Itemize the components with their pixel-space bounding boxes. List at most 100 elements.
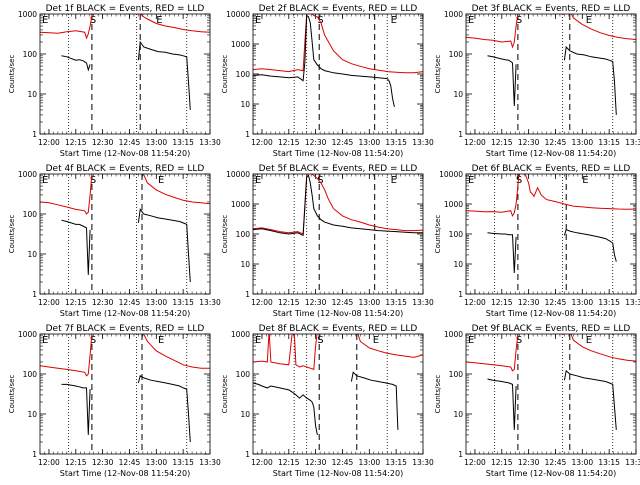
x-tick-label: 12:00 [251, 458, 273, 467]
marker-label-e-left: E [255, 335, 261, 346]
plot-frame [39, 333, 211, 455]
x-tick-label: 12:30 [92, 138, 114, 147]
panel-title: Det 7f BLACK = Events, RED = LLD [46, 324, 205, 334]
panel-title: Det 5f BLACK = Events, RED = LLD [259, 164, 418, 174]
y-tick-label: 1000 [444, 330, 463, 339]
panel-title: Det 4f BLACK = Events, RED = LLD [46, 164, 205, 174]
marker-label-s: S [317, 15, 323, 26]
y-tick-label: 1000 [231, 200, 250, 209]
marker-label-e-left: E [468, 15, 474, 26]
y-tick-label: 10 [453, 90, 463, 99]
y-tick-label: 100 [23, 210, 38, 219]
marker-label-s: S [516, 175, 522, 186]
y-tick-label: 1000 [18, 330, 37, 339]
marker-label-e-left: E [468, 335, 474, 346]
x-tick-label: 12:45 [332, 138, 354, 147]
panel-title: Det 1f BLACK = Events, RED = LLD [46, 4, 205, 14]
y-tick-label: 1 [32, 130, 37, 139]
y-tick-label: 1 [458, 290, 463, 299]
detector-panel-7: Det 7f BLACK = Events, RED = LLD Counts/s… [8, 324, 221, 478]
x-tick-label: 13:15 [598, 458, 620, 467]
x-tick-label: 13:15 [385, 458, 407, 467]
x-tick-label: 13:00 [359, 458, 381, 467]
marker-label-s: S [516, 15, 522, 26]
detector-panel-3: Det 3f BLACK = Events, RED = LLD Counts/s… [434, 4, 640, 158]
marker-label-e-left: E [255, 15, 261, 26]
x-tick-label: 12:15 [491, 138, 513, 147]
y-axis-label: Counts/sec [221, 55, 229, 94]
marker-label-e-right: E [158, 175, 164, 186]
panel-title: Det 6f BLACK = Events, RED = LLD [472, 164, 631, 174]
x-tick-label: 12:00 [38, 298, 60, 307]
x-axis-label: Start Time (12-Nov-08 11:54:20) [273, 309, 403, 318]
x-tick-label: 13:00 [572, 458, 594, 467]
lld-series-line [466, 334, 636, 372]
events-series-line [61, 208, 191, 283]
detector-panel-5: Det 5f BLACK = Events, RED = LLD Counts/s… [221, 164, 434, 318]
plot-frame [465, 333, 637, 455]
x-tick-label: 12:30 [518, 458, 540, 467]
marker-label-e-right: E [373, 335, 379, 346]
marker-label-e-right: E [158, 335, 164, 346]
y-tick-label: 100 [236, 370, 251, 379]
x-tick-label: 12:30 [518, 138, 540, 147]
x-tick-label: 12:30 [305, 138, 327, 147]
y-axis-label: Counts/sec [221, 215, 229, 254]
panel-title: Det 2f BLACK = Events, RED = LLD [259, 4, 418, 14]
marker-label-e-right: E [582, 175, 588, 186]
x-axis-label: Start Time (12-Nov-08 11:54:20) [273, 149, 403, 158]
y-axis-label: Counts/sec [8, 375, 16, 414]
marker-label-e-right: E [156, 15, 162, 26]
x-tick-label: 13:00 [146, 138, 168, 147]
y-tick-label: 100 [23, 370, 38, 379]
events-series-line [61, 375, 191, 443]
x-tick-label: 12:45 [332, 298, 354, 307]
x-tick-label: 12:30 [305, 458, 327, 467]
x-tick-label: 13:00 [146, 298, 168, 307]
x-tick-label: 12:00 [464, 458, 486, 467]
lld-series-line [40, 14, 210, 40]
y-tick-label: 100 [449, 50, 464, 59]
lld-series-line [40, 334, 210, 377]
x-tick-label: 12:30 [305, 298, 327, 307]
y-tick-label: 1 [245, 290, 250, 299]
marker-label-s: S [317, 335, 323, 346]
x-tick-label: 12:15 [278, 138, 300, 147]
x-axis-label: Start Time (12-Nov-08 11:54:20) [60, 469, 190, 478]
y-tick-label: 10000 [226, 10, 250, 19]
y-axis-label: Counts/sec [221, 375, 229, 414]
events-series-line [253, 174, 423, 237]
detector-panel-9: Det 9f BLACK = Events, RED = LLD Counts/s… [434, 324, 640, 478]
y-tick-label: 1 [458, 450, 463, 459]
y-tick-label: 10 [240, 100, 250, 109]
y-axis-label: Counts/sec [434, 55, 442, 94]
y-tick-label: 1000 [231, 330, 250, 339]
y-tick-label: 1000 [18, 10, 37, 19]
x-tick-label: 13:15 [385, 298, 407, 307]
x-tick-label: 12:15 [278, 298, 300, 307]
x-tick-label: 12:00 [464, 138, 486, 147]
events-series-line [61, 40, 191, 110]
marker-label-e-left: E [468, 175, 474, 186]
y-tick-label: 1000 [444, 10, 463, 19]
y-axis-label: Counts/sec [8, 215, 16, 254]
x-tick-label: 13:00 [146, 458, 168, 467]
y-tick-label: 100 [449, 230, 464, 239]
x-tick-label: 13:30 [199, 458, 221, 467]
panel-title: Det 9f BLACK = Events, RED = LLD [472, 324, 631, 334]
x-tick-label: 12:45 [545, 298, 567, 307]
x-tick-label: 12:00 [251, 138, 273, 147]
y-axis-label: Counts/sec [8, 55, 16, 94]
y-tick-label: 1000 [18, 170, 37, 179]
y-tick-label: 1 [245, 450, 250, 459]
marker-label-s: S [90, 15, 96, 26]
y-tick-label: 10000 [439, 170, 463, 179]
x-tick-label: 12:15 [65, 298, 87, 307]
x-tick-label: 13:30 [625, 458, 640, 467]
x-tick-label: 12:00 [38, 138, 60, 147]
x-tick-label: 13:15 [598, 298, 620, 307]
y-tick-label: 10 [453, 260, 463, 269]
y-axis-label: Counts/sec [434, 215, 442, 254]
marker-label-s: S [516, 335, 522, 346]
